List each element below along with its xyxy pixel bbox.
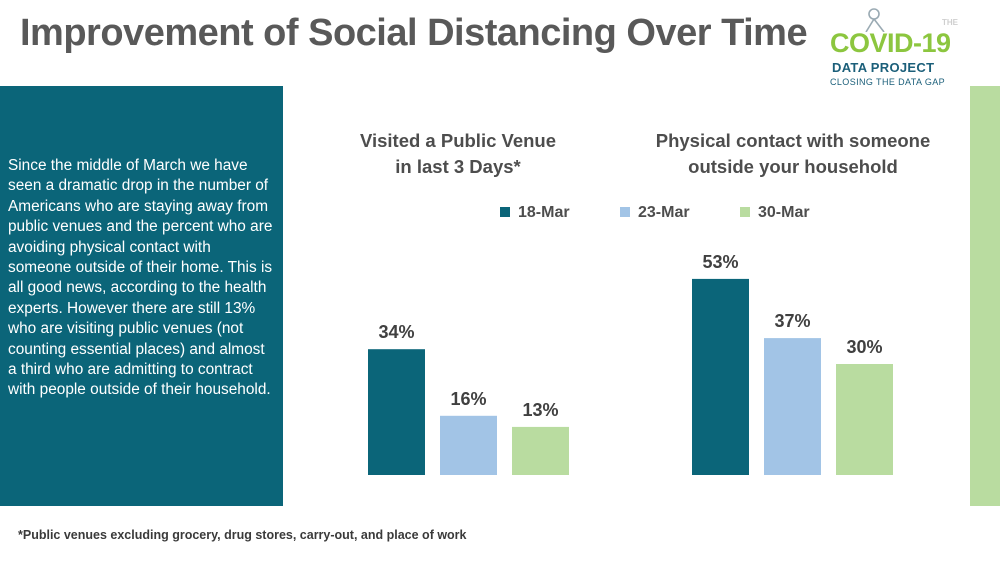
chart-2-data-label-30-mar: 30% <box>846 337 882 357</box>
legend-item-18-mar: 18-Mar <box>500 204 570 222</box>
footnote: *Public venues excluding grocery, drug s… <box>18 528 467 542</box>
legend-label: 18-Mar <box>518 204 570 221</box>
chart-2-data-label-18-mar: 53% <box>702 252 738 272</box>
logo-sub-text: DATA PROJECT <box>832 60 935 75</box>
decorative-strip <box>970 86 1000 506</box>
covid-data-project-logo: THE COVID-19 DATA PROJECT CLOSING THE DA… <box>826 8 958 88</box>
logo-tagline: CLOSING THE DATA GAP <box>830 77 946 87</box>
legend-swatch-23-mar <box>620 206 630 217</box>
chart-1-bar-23-mar <box>440 415 497 475</box>
chart-1-title-line-2: in last 3 Days* <box>395 156 521 177</box>
legend-item-23-mar: 23-Mar <box>620 204 690 222</box>
page-title: Improvement of Social Distancing Over Ti… <box>20 12 808 54</box>
chart-1-title-line-1: Visited a Public Venue <box>359 130 557 151</box>
chart-2-bar-18-mar <box>692 278 749 475</box>
chart-1-bar-18-mar <box>368 349 425 475</box>
chart-1-data-label-30-mar: 13% <box>522 400 558 420</box>
legend-label: 23-Mar <box>638 204 690 221</box>
legend-swatch-30-mar <box>740 206 750 217</box>
chart-1-bar-30-mar <box>512 426 569 475</box>
logo-main-text: COVID-19 <box>830 28 951 58</box>
chart-1-data-label-18-mar: 34% <box>378 322 414 342</box>
chart-2-data-label-23-mar: 37% <box>774 311 810 331</box>
chart-2-title-line-1: Physical contact with someone <box>655 130 931 151</box>
logo-small-text: THE <box>942 18 958 27</box>
legend-swatch-18-mar <box>500 206 510 217</box>
legend-label: 30-Mar <box>758 204 810 221</box>
summary-panel: Since the middle of March we have seen a… <box>0 86 283 506</box>
chart-2-title-line-2: outside your household <box>688 156 898 177</box>
chart-2-title: Physical contact with someone outside yo… <box>643 128 943 180</box>
chart-1-data-label-23-mar: 16% <box>450 389 486 409</box>
logo-figure-icon <box>865 8 885 32</box>
summary-text: Since the middle of March we have seen a… <box>8 157 273 399</box>
legend-item-30-mar: 30-Mar <box>740 204 810 222</box>
chart-1-title: Visited a Public Venue in last 3 Days* <box>338 128 578 180</box>
chart-2-bar-23-mar <box>764 338 821 475</box>
chart-2-bar-30-mar <box>836 364 893 475</box>
